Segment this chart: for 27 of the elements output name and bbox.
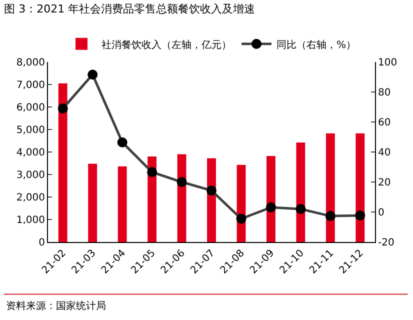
bar bbox=[326, 133, 335, 242]
text: 资料来源：国家统计局 bbox=[6, 300, 106, 312]
y2-tick-label: 20 bbox=[378, 178, 391, 188]
legend-label: 同比（右轴，%） bbox=[276, 38, 356, 51]
bar bbox=[296, 142, 306, 242]
y-tick-label: 5,000 bbox=[16, 125, 45, 136]
y-tick-label: 6,000 bbox=[16, 102, 45, 114]
bar bbox=[58, 83, 68, 242]
y2-tick-label: -20 bbox=[378, 238, 394, 248]
y2-tick-label: 40 bbox=[378, 148, 391, 158]
chart-title: 图 3：2021 年社会消费品零售总额餐饮收入及增速 bbox=[4, 2, 256, 16]
bar bbox=[356, 133, 365, 242]
y-tick-label: 2,000 bbox=[16, 192, 45, 204]
bar bbox=[118, 166, 127, 242]
y2-tick-label: 60 bbox=[378, 118, 391, 128]
legend-label: 社消餐饮收入（左轴，亿元） bbox=[102, 38, 232, 51]
bar bbox=[266, 156, 276, 242]
y2-tick-label: 100 bbox=[378, 58, 398, 68]
y2-tick-label: 80 bbox=[378, 88, 391, 98]
y2-tick-label: 0 bbox=[378, 208, 384, 218]
y-tick-label: 8,000 bbox=[16, 58, 45, 68]
bar bbox=[88, 164, 98, 242]
y-tick-label: 4,000 bbox=[16, 148, 45, 158]
y-tick-label: 1,000 bbox=[16, 215, 45, 226]
y-tick-label: 0 bbox=[38, 238, 45, 248]
y-tick-label: 7,000 bbox=[16, 80, 45, 91]
y-tick-label: 3,000 bbox=[16, 170, 45, 181]
